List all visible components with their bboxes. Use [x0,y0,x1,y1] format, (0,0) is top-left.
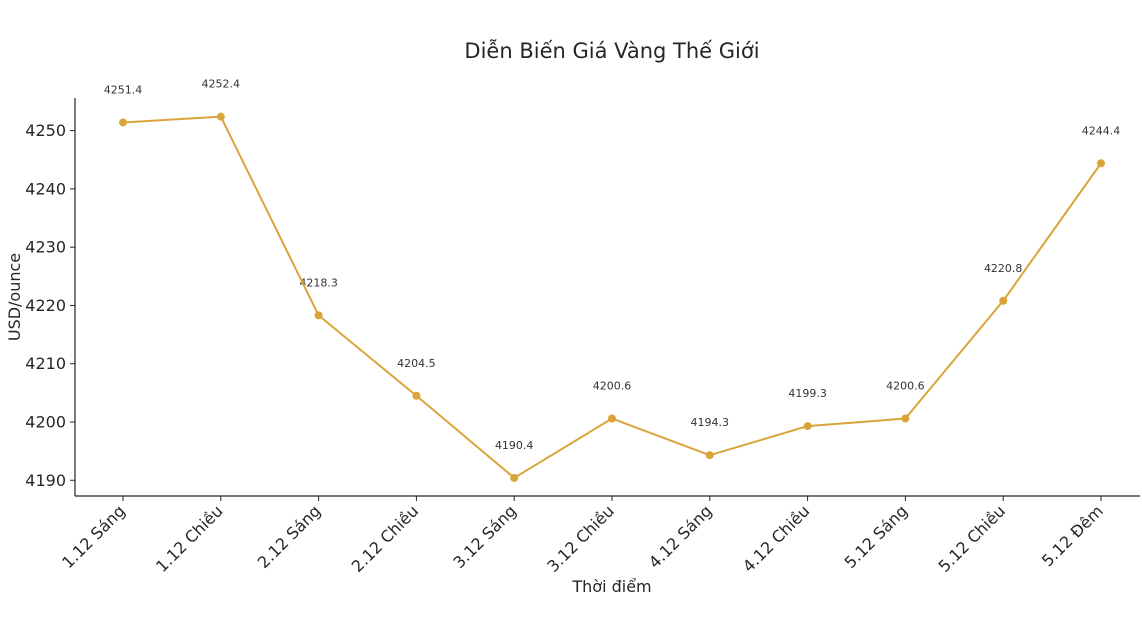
data-point [1097,159,1105,168]
x-tick-label: 4.12 Sáng [645,501,716,572]
y-tick-label: 4240 [25,179,66,198]
data-label: 4244.4 [1082,124,1121,137]
y-tick-label: 4200 [25,412,66,431]
y-tick-label: 4190 [25,471,66,490]
data-point [314,311,323,320]
chart-title: Diễn Biến Giá Vàng Thế Giới [464,38,759,63]
x-tick-label: 1.12 Chiều [152,501,227,576]
data-point [216,112,225,121]
y-ticks: 4190 4200 4210 4220 4230 4240 4250 [25,121,75,490]
data-point [999,296,1008,305]
data-labels: 4251.4 4252.4 4218.3 4204.5 4190.4 4200.6 4194… [104,78,1121,452]
x-tick-label: 3.12 Sáng [449,501,520,572]
x-axis-label: Thời điểm [571,577,651,596]
data-label: 4218.3 [299,276,338,289]
data-label: 4251.4 [104,83,143,96]
data-point [608,414,616,423]
data-label: 4200.6 [593,379,632,392]
data-point [412,391,421,400]
data-label: 4190.4 [495,439,534,452]
y-axis-label: USD/ounce [5,253,24,341]
data-point [803,422,812,431]
x-tick-label: 2.12 Chiều [348,501,423,576]
x-tick-label: 4.12 Chiều [739,501,814,576]
data-point [901,414,910,423]
series-line [122,115,1102,479]
x-ticks: 1.12 Sáng 1.12 Chiều 2.12 Sáng 2.12 Chiều 3.… [58,496,1107,576]
x-tick-label: 5.12 Sáng [841,501,912,572]
y-tick-label: 4210 [25,354,66,373]
data-label: 4200.6 [886,379,925,392]
data-label: 4220.8 [984,262,1023,275]
data-point [510,473,519,482]
x-tick-label: 3.12 Chiều [543,501,618,576]
y-tick-label: 4230 [25,238,66,257]
data-points [119,112,1105,482]
y-tick-label: 4220 [25,296,66,315]
data-label: 4204.5 [397,357,436,370]
data-point [119,118,127,127]
x-tick-label: 5.12 Đêm [1038,501,1107,570]
y-tick-label: 4250 [25,121,66,140]
x-tick-label: 1.12 Sáng [58,501,129,572]
data-label: 4252.4 [202,78,241,91]
data-point [705,451,714,460]
x-tick-label: 2.12 Sáng [254,501,325,572]
data-label: 4199.3 [788,387,827,400]
data-label: 4194.3 [691,416,730,429]
x-tick-label: 5.12 Chiều [934,501,1009,576]
